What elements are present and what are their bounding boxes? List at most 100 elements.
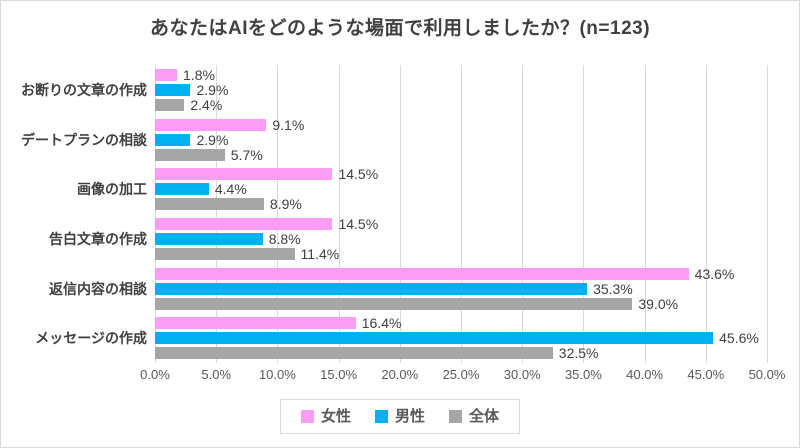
- bar-女性: [155, 118, 267, 131]
- category-label: 返信内容の相談: [49, 280, 147, 297]
- data-label: 5.7%: [230, 146, 263, 163]
- bar-row: 14.5%: [155, 166, 767, 183]
- legend-label: 全体: [469, 408, 500, 425]
- data-label: 32.5%: [558, 345, 599, 362]
- x-tick-label: 15.0%: [320, 367, 358, 382]
- data-label: 2.9%: [196, 81, 229, 98]
- bar-全体: [155, 347, 553, 360]
- bar-group: 1.8% 2.9% 2.4%: [155, 65, 767, 115]
- data-label: 4.4%: [214, 181, 247, 198]
- bar-女性: [155, 217, 333, 230]
- bar-row: 8.8%: [155, 230, 767, 247]
- bar-row: 43.6%: [155, 265, 767, 282]
- gridline: [277, 65, 279, 363]
- legend-item-全体: 全体: [449, 409, 499, 424]
- data-label: 16.4%: [361, 315, 402, 332]
- data-label: 9.1%: [272, 116, 305, 133]
- category-label: デートプランの相談: [21, 131, 147, 148]
- chart-title: あなたはAIをどのような場面で利用しましたか？(n=123): [149, 18, 651, 39]
- data-label: 2.9%: [196, 131, 229, 148]
- x-tick-label: 10.0%: [258, 367, 296, 382]
- bar-groups: 1.8% 2.9% 2.4% 9.1% 2.9% 5.7% 14.5% 4.4% 8.9% 14.…: [155, 65, 767, 363]
- bar-男性: [155, 83, 191, 96]
- bar-group: 16.4% 45.6% 32.5%: [155, 313, 767, 363]
- x-tick-label: 40.0%: [626, 367, 664, 382]
- bar-group: 14.5% 4.4% 8.9%: [155, 164, 767, 214]
- data-label: 35.3%: [593, 280, 633, 297]
- gridline: [767, 65, 768, 363]
- gridline: [338, 65, 340, 363]
- bar-row: 8.9%: [155, 196, 767, 213]
- data-label: 2.4%: [190, 96, 223, 113]
- bar-男性: [155, 183, 209, 196]
- bar-group: 43.6% 35.3% 39.0%: [155, 264, 767, 314]
- bar-row: 16.4%: [155, 315, 767, 332]
- plot-area: 1.8% 2.9% 2.4% 9.1% 2.9% 5.7% 14.5% 4.4% 8.9% 14.…: [155, 65, 768, 363]
- bar-row: 14.5%: [155, 215, 767, 232]
- legend-item-女性: 女性: [300, 408, 351, 425]
- x-tick-label: 45.0%: [687, 367, 725, 382]
- data-label: 8.9%: [269, 196, 302, 213]
- bar-全体: [155, 247, 295, 260]
- legend-swatch-icon: [374, 410, 388, 423]
- bar-男性: [155, 133, 191, 146]
- bar-男性: [155, 232, 263, 245]
- bar-row: 11.4%: [155, 245, 767, 262]
- data-label: 14.5%: [338, 215, 379, 232]
- bar-row: 35.3%: [155, 280, 767, 297]
- category-axis: お断りの文章の作成 デートプランの相談画像の加工告白文章の作成 返信内容の相談メッセ…: [1, 65, 147, 363]
- gridline: [644, 65, 646, 363]
- bar-女性: [155, 168, 333, 181]
- gridline: [461, 65, 462, 363]
- data-label: 14.5%: [338, 166, 379, 183]
- x-tick-label: 30.0%: [503, 367, 541, 382]
- bar-row: 2.9%: [155, 131, 767, 148]
- legend-item-男性: 男性: [374, 408, 426, 425]
- bar-row: 1.8%: [155, 68, 767, 82]
- bar-row: 45.6%: [155, 330, 767, 347]
- legend-swatch-icon: [449, 410, 463, 423]
- gridline: [705, 65, 707, 363]
- bar-全体: [155, 198, 264, 211]
- bar-全体: [155, 297, 633, 310]
- gridline: [522, 65, 524, 363]
- x-tick-label: 5.0%: [201, 367, 232, 382]
- gridline: [216, 65, 218, 363]
- bar-group: 9.1% 2.9% 5.7%: [155, 115, 767, 165]
- legend-label: 男性: [394, 408, 426, 425]
- bar-row: 32.5%: [155, 345, 767, 362]
- gridline: [583, 65, 585, 363]
- bar-男性: [155, 332, 714, 345]
- bar-女性: [155, 68, 178, 81]
- value-axis: 0.0% 5.0% 10.0% 15.0% 20.0% 25.0% 30.0% 35.0% 40…: [140, 367, 785, 383]
- data-label: 39.0%: [638, 295, 679, 312]
- data-label: 45.6%: [719, 330, 759, 347]
- x-tick-label: 35.0%: [564, 367, 602, 382]
- category-label: メッセージの作成: [35, 330, 147, 347]
- legend-label: 女性: [320, 408, 351, 425]
- bar-女性: [155, 317, 356, 330]
- x-tick-label: 25.0%: [442, 367, 480, 382]
- bar-女性: [155, 267, 689, 280]
- x-tick-label: 50.0%: [748, 367, 786, 382]
- x-tick-label: 20.0%: [381, 367, 419, 382]
- category-label: お断りの文章の作成: [21, 81, 147, 98]
- bar-row: 9.1%: [155, 116, 767, 133]
- x-tick-label: 0.0%: [140, 367, 170, 382]
- bar-row: 39.0%: [155, 295, 767, 312]
- data-label: 8.8%: [268, 230, 301, 247]
- data-label: 43.6%: [694, 265, 735, 282]
- category-label: 告白文章の作成: [49, 230, 147, 247]
- gridline: [399, 65, 401, 363]
- category-label: 画像の加工: [77, 181, 147, 198]
- legend-swatch-icon: [300, 410, 314, 423]
- bar-男性: [155, 282, 588, 295]
- legend: 女性 男性 全体: [279, 399, 521, 434]
- data-label: 11.4%: [300, 245, 340, 262]
- bar-row: 5.7%: [155, 146, 767, 163]
- gridline: [155, 65, 156, 363]
- bar-row: 2.4%: [155, 96, 767, 113]
- bar-全体: [155, 98, 185, 111]
- bar-group: 14.5% 8.8% 11.4%: [155, 214, 767, 264]
